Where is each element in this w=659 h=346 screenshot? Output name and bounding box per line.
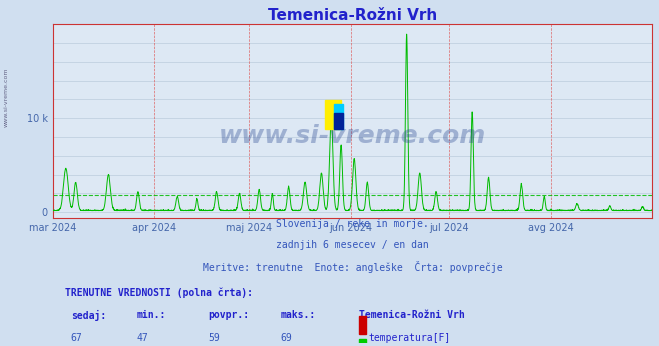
Text: www.si-vreme.com: www.si-vreme.com (3, 67, 9, 127)
Text: TRENUTNE VREDNOSTI (polna črta):: TRENUTNE VREDNOSTI (polna črta): (65, 288, 252, 298)
Text: sedaj:: sedaj: (71, 310, 106, 321)
Text: 67: 67 (71, 333, 82, 343)
Title: Temenica-Rožni Vrh: Temenica-Rožni Vrh (268, 8, 437, 23)
Bar (358, 316, 366, 334)
Bar (334, 104, 343, 129)
Text: povpr.:: povpr.: (209, 310, 250, 320)
Bar (334, 113, 343, 129)
Text: zadnjih 6 mesecev / en dan: zadnjih 6 mesecev / en dan (276, 240, 429, 250)
Text: 69: 69 (281, 333, 293, 343)
Bar (358, 339, 366, 346)
Text: Temenica-Rožni Vrh: Temenica-Rožni Vrh (358, 310, 465, 320)
Text: Meritve: trenutne  Enote: angleške  Črta: povprečje: Meritve: trenutne Enote: angleške Črta: … (203, 261, 502, 273)
Text: temperatura[F]: temperatura[F] (369, 333, 451, 343)
Text: 59: 59 (209, 333, 220, 343)
Text: www.si-vreme.com: www.si-vreme.com (219, 125, 486, 148)
Text: maks.:: maks.: (281, 310, 316, 320)
Bar (326, 100, 341, 129)
Text: 47: 47 (136, 333, 148, 343)
Text: min.:: min.: (136, 310, 166, 320)
Text: Slovenija / reke in morje.: Slovenija / reke in morje. (276, 219, 429, 229)
